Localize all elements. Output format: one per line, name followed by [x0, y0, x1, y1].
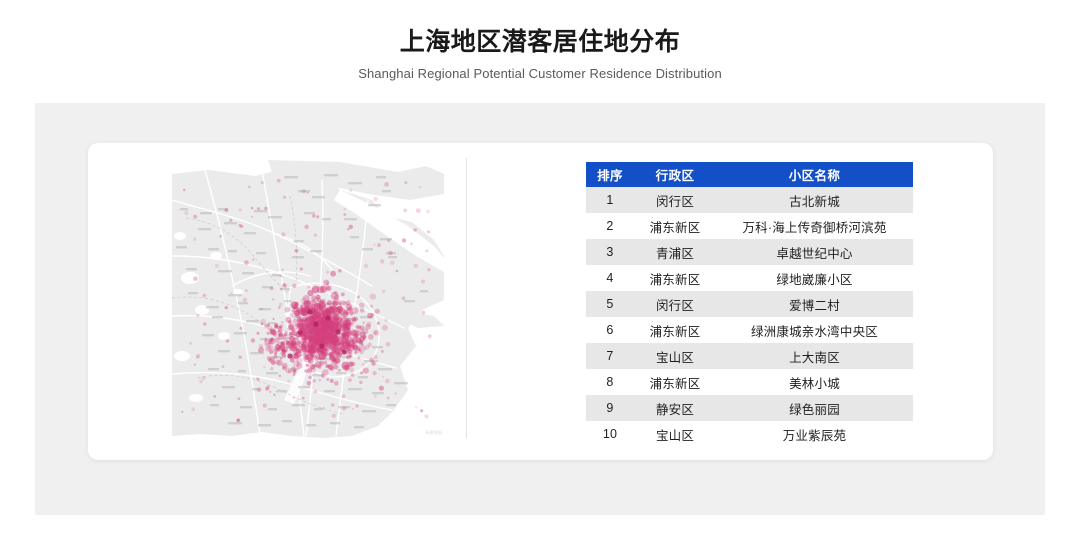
ranking-table-container: 排序 行政区 小区名称 1 闵行区 古北新城 2 浦东新区 万科·海上传奇御桥河滨苑 3 青浦…: [586, 162, 913, 447]
cell-community: 爱博二村: [716, 291, 913, 317]
cell-community: 上大南区: [716, 343, 913, 369]
cell-rank: 3: [586, 239, 634, 265]
table-row[interactable]: 9 静安区 绿色丽园: [586, 395, 913, 421]
cell-community: 古北新城: [716, 187, 913, 213]
cell-district: 闵行区: [634, 291, 716, 317]
cell-rank: 6: [586, 317, 634, 343]
cell-district: 青浦区: [634, 239, 716, 265]
cell-community: 美林小城: [716, 369, 913, 395]
cell-district: 浦东新区: [634, 265, 716, 291]
cell-rank: 2: [586, 213, 634, 239]
cell-community: 卓越世纪中心: [716, 239, 913, 265]
cell-rank: 5: [586, 291, 634, 317]
cell-community: 绿色丽园: [716, 395, 913, 421]
table-row[interactable]: 3 青浦区 卓越世纪中心: [586, 239, 913, 265]
cell-community: 绿洲康城亲水湾中央区: [716, 317, 913, 343]
cell-rank: 10: [586, 421, 634, 447]
cell-district: 静安区: [634, 395, 716, 421]
ranking-table: 排序 行政区 小区名称 1 闵行区 古北新城 2 浦东新区 万科·海上传奇御桥河滨苑 3 青浦…: [586, 162, 913, 447]
table-row[interactable]: 5 闵行区 爱博二村: [586, 291, 913, 317]
page-header: 上海地区潜客居住地分布 Shanghai Regional Potential …: [0, 0, 1080, 81]
page-subtitle: Shanghai Regional Potential Customer Res…: [0, 57, 1080, 81]
table-row[interactable]: 10 宝山区 万业紫辰苑: [586, 421, 913, 447]
map-canvas: [172, 160, 444, 438]
column-header-community: 小区名称: [716, 162, 913, 187]
cell-community: 绿地崴廉小区: [716, 265, 913, 291]
table-header: 排序 行政区 小区名称: [586, 162, 913, 187]
cell-district: 浦东新区: [634, 317, 716, 343]
cell-community: 万科·海上传奇御桥河滨苑: [716, 213, 913, 239]
cell-community: 万业紫辰苑: [716, 421, 913, 447]
cell-district: 浦东新区: [634, 369, 716, 395]
cell-rank: 7: [586, 343, 634, 369]
table-row[interactable]: 2 浦东新区 万科·海上传奇御桥河滨苑: [586, 213, 913, 239]
page-title: 上海地区潜客居住地分布: [0, 0, 1080, 57]
table-header-row: 排序 行政区 小区名称: [586, 162, 913, 187]
section-divider: [466, 158, 467, 438]
table-body: 1 闵行区 古北新城 2 浦东新区 万科·海上传奇御桥河滨苑 3 青浦区 卓越世纪中心 4 浦东新区…: [586, 187, 913, 447]
cell-district: 闵行区: [634, 187, 716, 213]
map-attribution-label: 高德地图: [425, 430, 442, 436]
cell-district: 宝山区: [634, 421, 716, 447]
table-row[interactable]: 7 宝山区 上大南区: [586, 343, 913, 369]
table-row[interactable]: 6 浦东新区 绿洲康城亲水湾中央区: [586, 317, 913, 343]
cell-rank: 1: [586, 187, 634, 213]
residence-distribution-map[interactable]: 高德地图: [172, 160, 444, 438]
cell-rank: 4: [586, 265, 634, 291]
table-row[interactable]: 4 浦东新区 绿地崴廉小区: [586, 265, 913, 291]
cell-rank: 9: [586, 395, 634, 421]
column-header-rank: 排序: [586, 162, 634, 187]
cell-district: 浦东新区: [634, 213, 716, 239]
column-header-district: 行政区: [634, 162, 716, 187]
cell-rank: 8: [586, 369, 634, 395]
table-row[interactable]: 1 闵行区 古北新城: [586, 187, 913, 213]
cell-district: 宝山区: [634, 343, 716, 369]
table-row[interactable]: 8 浦东新区 美林小城: [586, 369, 913, 395]
